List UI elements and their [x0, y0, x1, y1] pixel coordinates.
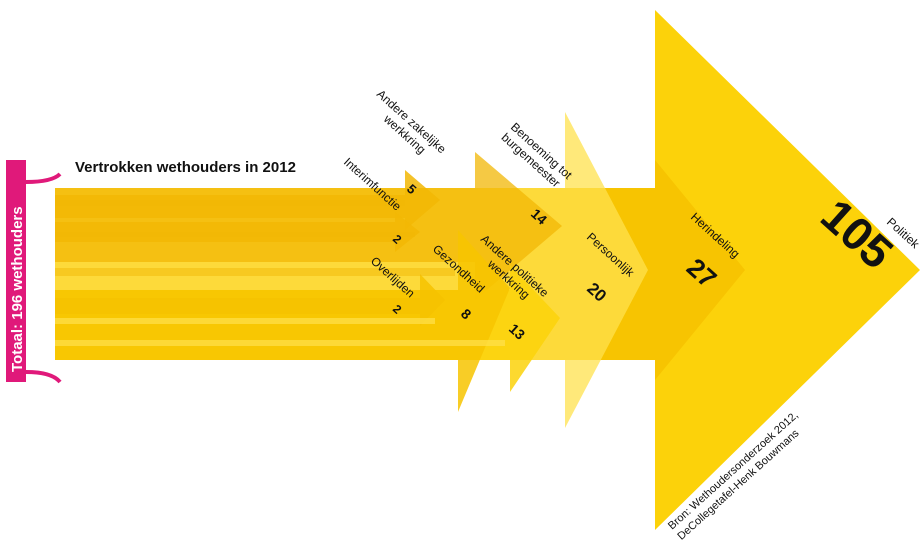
total-bracket: Totaal: 196 wethouders	[6, 160, 62, 384]
stripe	[55, 232, 415, 237]
chart-title: Vertrokken wethouders in 2012	[75, 159, 296, 176]
stripe	[55, 268, 455, 276]
bracket-hook	[25, 370, 62, 384]
bracket-bar	[6, 160, 26, 382]
arrow-overlijden	[55, 274, 445, 326]
stripe	[55, 200, 405, 206]
total-label: Totaal: 196 wethouders	[9, 206, 26, 372]
stripe	[55, 340, 505, 346]
category-label-andere-zakelijke: Andere zakelijke werkkring	[365, 87, 452, 169]
stripe	[55, 318, 435, 324]
arrow-layer	[55, 10, 920, 530]
bracket-hook	[25, 172, 62, 184]
